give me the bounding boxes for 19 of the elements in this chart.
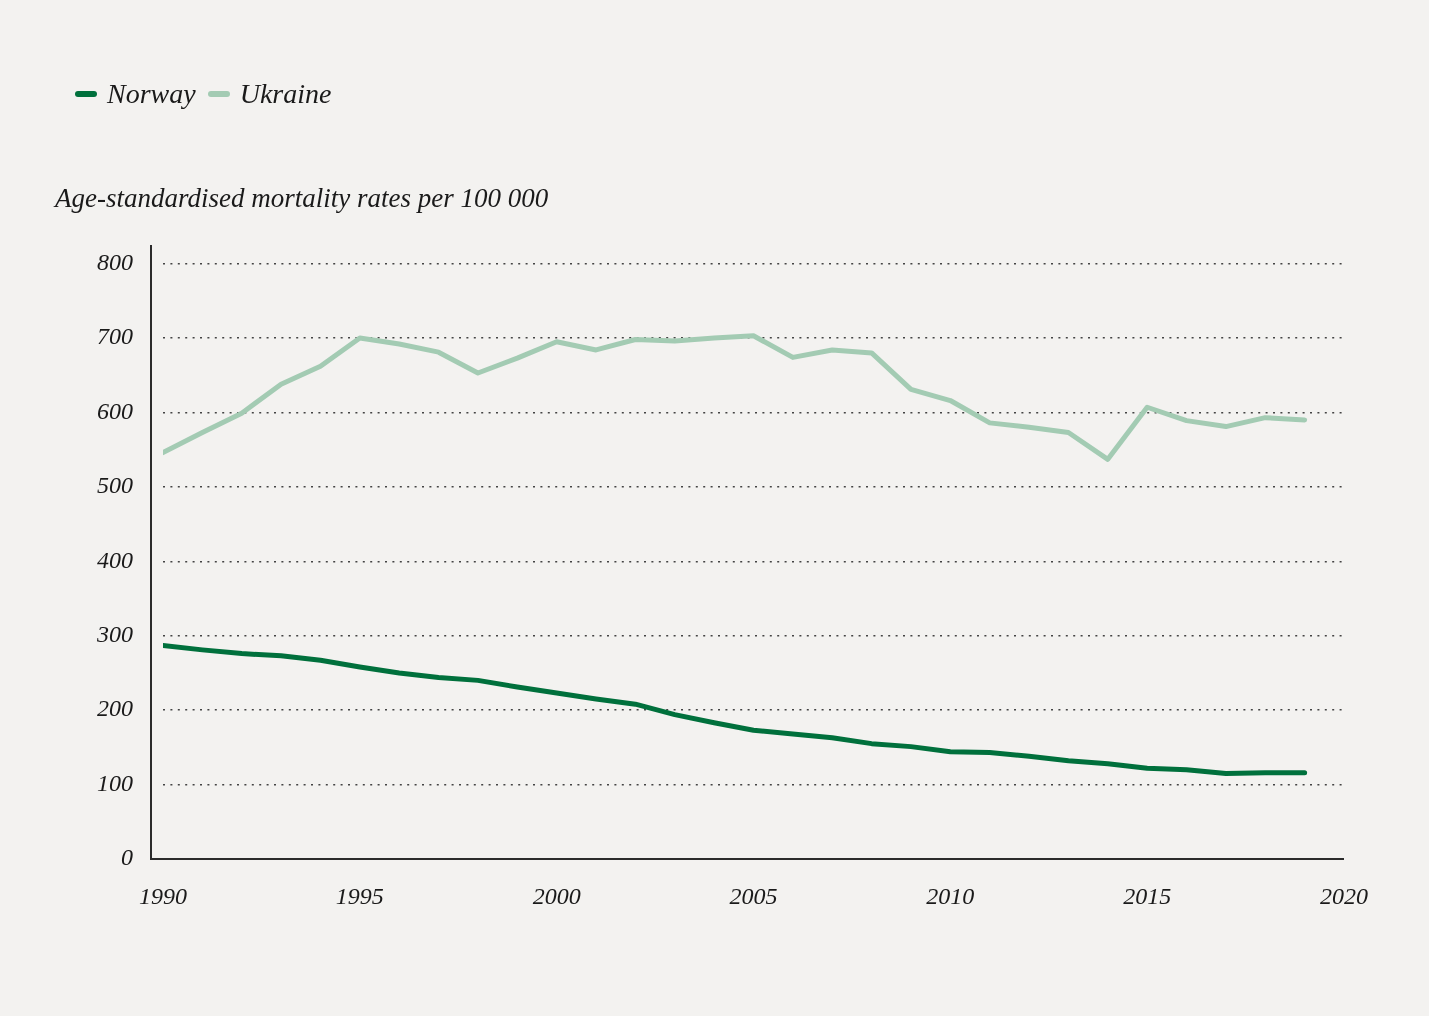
y-tick-label: 300 bbox=[96, 621, 133, 648]
x-tick-label: 1995 bbox=[335, 882, 384, 909]
x-tick-label: 2005 bbox=[729, 882, 778, 909]
y-tick-label: 200 bbox=[97, 695, 133, 722]
x-tick-label: 2010 bbox=[926, 882, 975, 909]
y-tick-label: 0 bbox=[121, 844, 133, 871]
x-tick-label: 2020 bbox=[1320, 882, 1368, 909]
y-tick-label: 500 bbox=[97, 472, 133, 499]
x-tick-label: 2015 bbox=[1123, 882, 1172, 909]
legend-label: Norway bbox=[107, 78, 196, 110]
y-tick-label: 100 bbox=[97, 769, 133, 796]
y-axis-title: Age-standardised mortality rates per 100 000 bbox=[55, 183, 549, 214]
legend-label: Ukraine bbox=[239, 78, 332, 110]
x-tick-label: 1990 bbox=[139, 882, 187, 909]
y-tick-label: 700 bbox=[97, 323, 133, 350]
y-tick-label: 800 bbox=[97, 248, 133, 275]
x-tick-label: 2000 bbox=[532, 882, 581, 909]
y-tick-label: 400 bbox=[97, 546, 133, 573]
y-tick-label: 600 bbox=[97, 397, 133, 424]
